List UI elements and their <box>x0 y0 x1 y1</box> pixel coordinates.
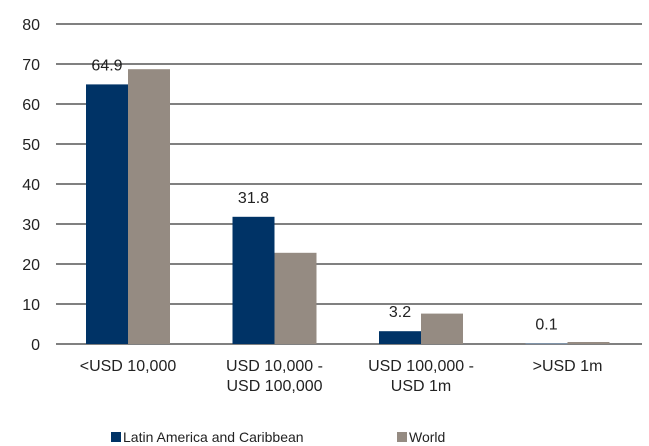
legend-swatch <box>111 432 121 442</box>
data-labels: 64.9 31.8 3.2 0.1 <box>91 57 557 333</box>
legend: Latin America and Caribbean World <box>111 429 445 445</box>
x-category-label: USD 10,000 - <box>226 358 323 375</box>
x-category-label: USD 100,000 <box>226 378 322 395</box>
bars <box>86 69 610 345</box>
bar-world <box>128 69 170 344</box>
bar-latin-america <box>379 331 421 344</box>
bar-latin-america <box>232 216 275 344</box>
y-tick-label: 10 <box>22 297 40 314</box>
data-label: 64.9 <box>91 57 122 74</box>
x-axis-category-labels: <USD 10,000 USD 10,000 - USD 100,000 USD 10… <box>80 358 603 395</box>
bar-world <box>567 342 610 344</box>
data-label: 31.8 <box>238 190 269 207</box>
x-category-label: >USD 1m <box>533 358 603 375</box>
legend-label: Latin America and Caribbean <box>123 429 304 445</box>
x-category-label: USD 1m <box>391 378 451 395</box>
bar-latin-america <box>86 84 128 345</box>
x-category-label: <USD 10,000 <box>80 358 177 375</box>
bar-latin-america <box>525 343 568 345</box>
y-tick-label: 20 <box>22 257 40 274</box>
bar-world <box>274 252 317 344</box>
legend-swatch <box>397 432 407 442</box>
y-tick-label: 60 <box>22 97 40 114</box>
data-label: 3.2 <box>389 304 411 321</box>
y-tick-label: 40 <box>22 177 40 194</box>
y-tick-label: 0 <box>31 337 40 354</box>
x-category-label: USD 100,000 - <box>368 358 474 375</box>
data-label: 0.1 <box>535 317 557 334</box>
y-tick-label: 50 <box>22 137 40 154</box>
y-tick-label: 30 <box>22 217 40 234</box>
legend-label: World <box>409 429 445 445</box>
y-tick-label: 70 <box>22 57 40 74</box>
y-tick-label: 80 <box>22 17 40 34</box>
y-axis-tick-labels: 0 10 20 30 40 50 60 70 80 <box>22 17 40 354</box>
bar-world <box>421 313 463 344</box>
